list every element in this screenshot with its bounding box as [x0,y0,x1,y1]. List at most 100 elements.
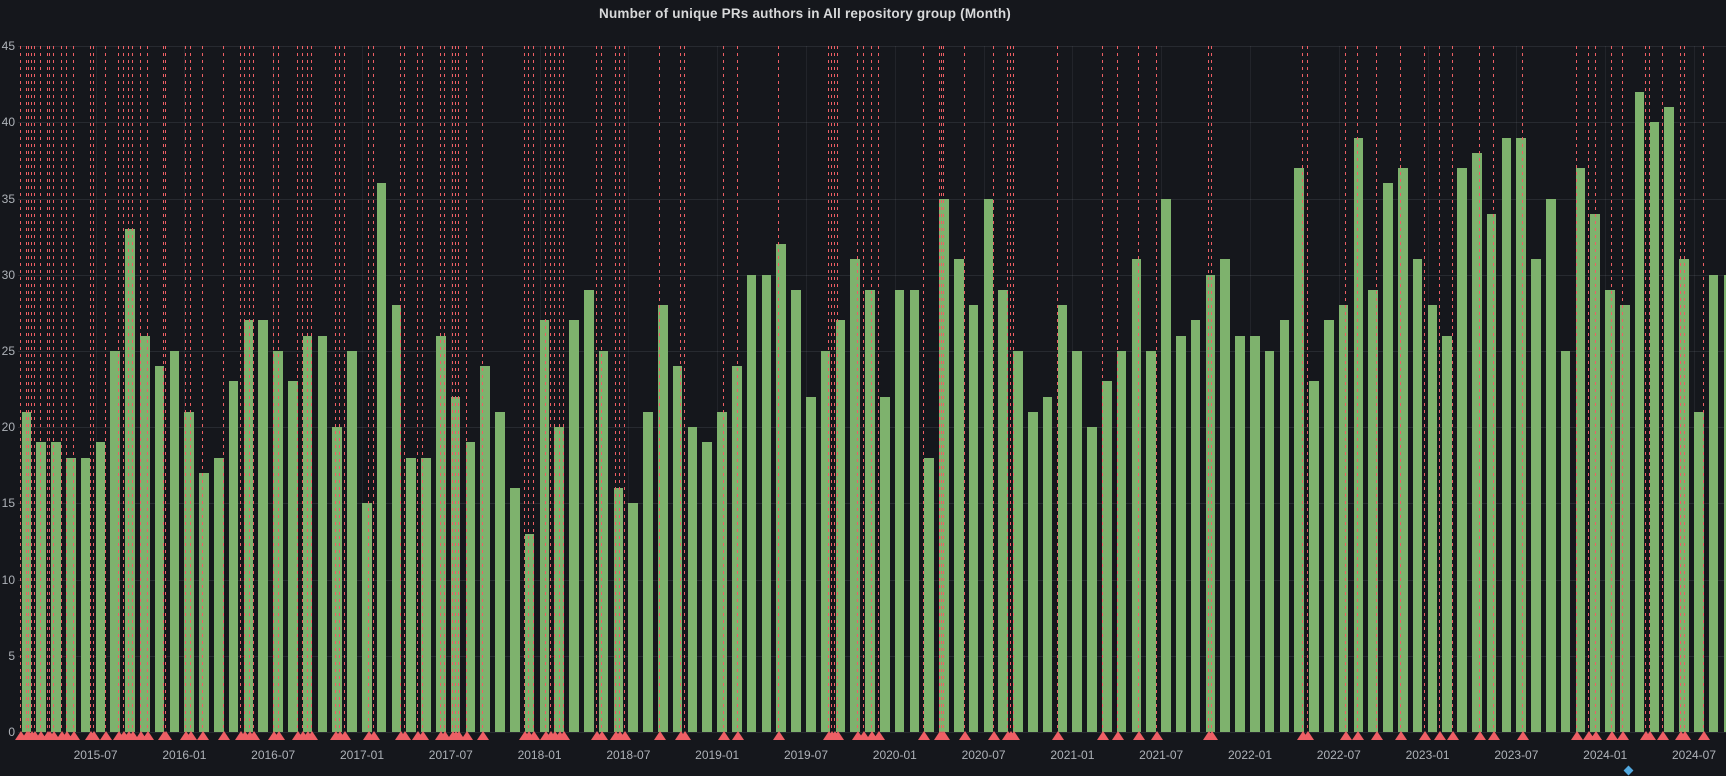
bar-2020-08[interactable] [998,289,1008,732]
annotation-line-104[interactable] [1452,46,1453,732]
bar-2024-08[interactable] [1708,274,1719,732]
annotation-marker-icon[interactable] [196,731,209,740]
annotation-line-61[interactable] [596,46,597,732]
annotation-line-24[interactable] [190,46,191,732]
bar-2021-02[interactable] [1087,427,1097,732]
annotation-line-50[interactable] [458,46,459,732]
bar-2017-12[interactable] [524,533,535,732]
annotation-line-102[interactable] [1424,46,1425,732]
annotation-line-117[interactable] [1684,46,1685,732]
annotation-marker-icon[interactable] [34,731,47,740]
annotation-marker-icon[interactable] [937,731,950,740]
annotation-marker-icon[interactable] [1351,731,1364,740]
bar-2023-02[interactable] [1442,335,1452,732]
annotation-line-18[interactable] [132,46,133,732]
annotation-line-84[interactable] [964,46,965,732]
annotation-line-82[interactable] [941,46,942,732]
annotation-marker-icon[interactable] [595,731,608,740]
annotation-line-11[interactable] [73,46,74,732]
bar-2023-04[interactable] [1472,152,1482,732]
annotation-marker-icon[interactable] [184,731,197,740]
annotation-line-107[interactable] [1522,46,1523,732]
bar-2019-02[interactable] [732,366,742,732]
bar-2021-09[interactable] [1190,320,1201,732]
annotation-line-29[interactable] [249,46,250,732]
bar-2018-03[interactable] [569,320,579,732]
bar-2024-01[interactable] [1605,289,1615,732]
annotation-line-41[interactable] [373,46,374,732]
annotation-line-6[interactable] [47,46,48,732]
annotation-marker-icon[interactable] [731,731,744,740]
annotation-line-21[interactable] [163,46,164,732]
bar-2021-05[interactable] [1131,259,1142,732]
annotation-marker-icon[interactable] [217,731,230,740]
annotation-line-15[interactable] [118,46,119,732]
annotation-marker-icon[interactable] [438,731,451,740]
annotation-line-37[interactable] [335,46,336,732]
bar-2018-07[interactable] [628,503,638,732]
annotation-line-89[interactable] [1057,46,1058,732]
annotation-marker-icon[interactable] [1150,731,1163,740]
bar-2018-01[interactable] [539,320,550,732]
annotation-line-81[interactable] [939,46,940,732]
annotation-marker-icon[interactable] [1616,731,1629,740]
annotation-line-63[interactable] [615,46,616,732]
bar-2019-08[interactable] [820,350,831,732]
bar-2021-11[interactable] [1220,259,1230,732]
bar-2022-05[interactable] [1309,381,1319,732]
bar-2020-01[interactable] [894,289,905,732]
annotation-line-49[interactable] [455,46,456,732]
annotation-line-19[interactable] [140,46,141,732]
bar-2021-03[interactable] [1102,381,1112,732]
annotation-line-87[interactable] [1010,46,1011,732]
annotation-line-42[interactable] [400,46,401,732]
annotation-line-48[interactable] [452,46,453,732]
annotation-line-56[interactable] [545,46,546,732]
bar-2017-11[interactable] [510,488,520,732]
annotation-marker-icon[interactable] [917,731,930,740]
annotation-line-27[interactable] [240,46,241,732]
annotation-marker-icon[interactable] [1473,731,1486,740]
annotation-marker-icon[interactable] [272,731,285,740]
bar-2020-09[interactable] [1013,350,1023,732]
bar-2022-02[interactable] [1264,350,1275,732]
annotation-line-45[interactable] [422,46,423,732]
annotation-line-108[interactable] [1576,46,1577,732]
annotation-line-74[interactable] [834,46,835,732]
annotation-marker-icon[interactable] [452,731,465,740]
annotation-marker-icon[interactable] [872,731,885,740]
annotation-line-59[interactable] [559,46,560,732]
bar-2024-09[interactable] [1723,274,1726,732]
bar-2016-10[interactable] [317,335,328,732]
annotation-marker-icon[interactable] [460,731,473,740]
bar-2017-01[interactable] [362,503,372,732]
bar-2016-07[interactable] [273,350,283,732]
bar-2022-11[interactable] [1398,168,1408,732]
annotation-line-7[interactable] [49,46,50,732]
annotation-marker-icon[interactable] [1205,731,1218,740]
bar-2015-04[interactable] [51,442,61,732]
annotation-marker-icon[interactable] [1007,731,1020,740]
annotation-marker-icon[interactable] [47,731,60,740]
annotation-line-97[interactable] [1307,46,1308,732]
bar-2019-09[interactable] [835,320,846,732]
annotation-line-94[interactable] [1208,46,1209,732]
annotation-marker-icon[interactable] [141,731,154,740]
annotation-marker-icon[interactable] [1697,731,1710,740]
bar-2019-05[interactable] [776,244,786,732]
bar-2016-04[interactable] [228,381,239,732]
bar-2017-04[interactable] [406,457,416,732]
panel-title[interactable]: Number of unique PRs authors in All repo… [599,6,1011,21]
annotation-marker-icon[interactable] [1589,731,1602,740]
bar-2024-05[interactable] [1664,107,1674,732]
bar-2021-01[interactable] [1072,350,1082,732]
annotation-line-67[interactable] [680,46,681,732]
annotation-line-70[interactable] [737,46,738,732]
bar-2019-04[interactable] [761,274,772,732]
annotation-line-38[interactable] [339,46,340,732]
annotation-line-13[interactable] [93,46,94,732]
bar-2020-03[interactable] [924,457,934,732]
bar-2022-06[interactable] [1324,320,1334,732]
annotation-line-73[interactable] [831,46,832,732]
bar-2015-08[interactable] [110,350,120,732]
